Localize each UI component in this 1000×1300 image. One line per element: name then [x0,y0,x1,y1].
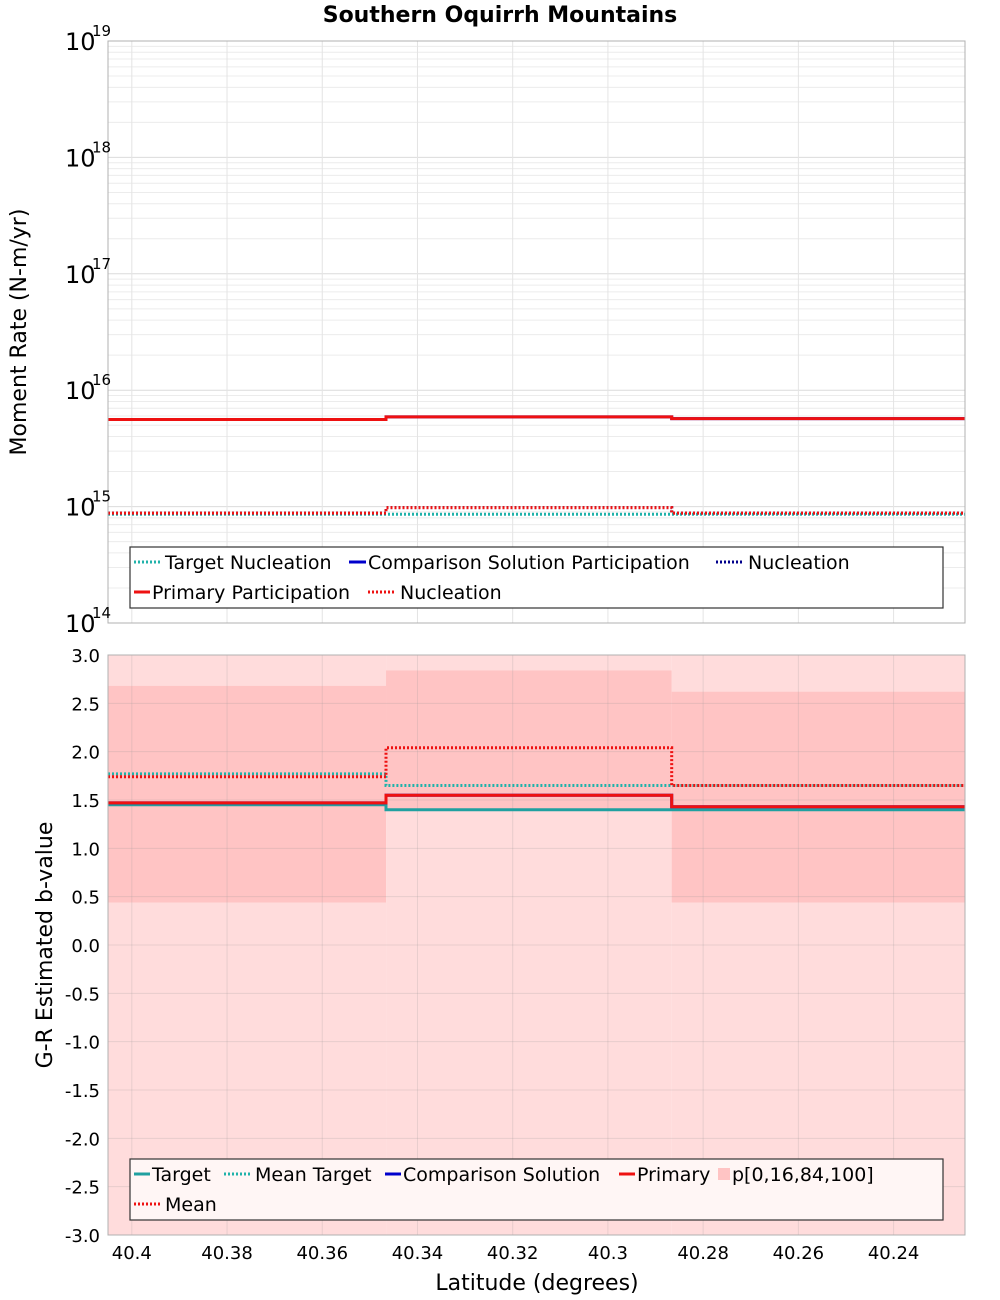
top-y-tick-base: 10 [65,144,96,172]
bottom-y-tick-label: 2.0 [71,743,100,764]
bottom-y-axis-label: G-R Estimated b-value [33,822,58,1069]
top-y-tick-exponent: 17 [92,255,111,273]
x-tick-label: 40.34 [392,1243,444,1264]
top-series-primary-participation-3 [108,415,965,421]
top-y-tick-base: 10 [65,494,96,522]
band-p16-p84 [108,685,387,903]
percentile-bands [108,655,965,1235]
chart-title: Southern Oquirrh Mountains [323,3,678,28]
x-tick-label: 40.24 [868,1243,920,1264]
x-ticks: 40.4 40.38 40.36 40.34 40.32 40.3 40.28 40.26 40… [112,1243,920,1264]
x-tick-label: 40.36 [296,1243,348,1264]
legend-label-mean-target: Mean Target [255,1164,372,1186]
top-series-group [108,415,965,516]
bottom-legend: Target Mean Target Comparison Solution P… [129,1158,944,1221]
bottom-y-tick-label: -2.0 [65,1129,100,1150]
top-y-axis-label: Moment Rate (N-m/yr) [7,209,32,456]
x-tick-label: 40.32 [487,1243,539,1264]
bottom-y-tick-label: -2.5 [65,1178,100,1199]
bottom-y-tick-label: -1.5 [65,1081,100,1102]
x-tick-label: 40.28 [677,1243,729,1264]
x-tick-label: 40.4 [112,1243,152,1264]
bottom-y-tick-label: -1.0 [65,1033,100,1054]
x-tick-label: 40.38 [201,1243,253,1264]
bottom-series-mean-4 [108,746,965,787]
top-plot-background [108,41,965,623]
band-p16-p84 [671,691,965,903]
legend-swatch-percentiles [718,1168,730,1180]
x-axis-label: Latitude (degrees) [435,1271,638,1296]
top-plot-frame [107,40,966,624]
top-y-tick-base: 10 [65,261,96,289]
legend-label-comparison-nucleation: Nucleation [748,552,850,574]
bottom-y-tick-label: -3.0 [65,1226,100,1247]
b-value-panel: 3.0 2.5 2.0 1.5 1.0 0.5 0.0 -0.5 -1.0 -1.5 -2.0 -2.… [33,646,966,1296]
bottom-y-tick-label: 1.5 [71,791,100,812]
top-legend: Target Nucleation Comparison Solution Pa… [129,546,944,609]
bottom-series-primary-3 [108,793,965,809]
top-y-tick-base: 10 [65,377,96,405]
bottom-y-tick-label: 2.5 [71,694,100,715]
legend-label-comparison-participation: Comparison Solution Participation [368,552,690,574]
bottom-y-ticks: 3.0 2.5 2.0 1.5 1.0 0.5 0.0 -0.5 -1.0 -1.5 -2.0 -2.… [65,646,100,1247]
legend-label-primary-nucleation: Nucleation [400,582,502,604]
legend-label-mean: Mean [165,1194,217,1216]
bottom-y-tick-label: 1.0 [71,839,100,860]
legend-label-primary-participation: Primary Participation [152,582,350,604]
legend-label-primary: Primary [637,1164,710,1186]
legend-label-comparison-solution: Comparison Solution [403,1164,600,1186]
bottom-legend-box [129,1158,944,1221]
x-tick-label: 40.26 [773,1243,825,1264]
top-y-tick-exponent: 15 [92,488,111,506]
bottom-series-group [108,746,965,812]
top-legend-box [129,546,944,609]
legend-label-percentiles: p[0,16,84,100] [732,1164,874,1186]
bottom-y-tick-label: 0.5 [71,888,100,909]
top-gridlines [108,41,965,624]
band-p16-p84 [386,670,672,810]
bottom-y-tick-label: -0.5 [65,984,100,1005]
bottom-y-tick-label: 0.0 [71,936,100,957]
top-y-tick-exponent: 18 [92,138,111,156]
legend-label-target: Target [151,1164,211,1186]
top-y-tick-base: 10 [65,28,96,56]
top-y-tick-base: 10 [65,610,96,638]
x-tick-label: 40.3 [588,1243,628,1264]
top-y-tick-exponent: 19 [92,22,111,40]
bottom-y-tick-label: 3.0 [71,646,100,667]
bottom-series-target-0 [108,803,965,812]
bottom-plot-frame [107,654,966,1236]
top-y-tick-exponent: 16 [92,371,111,389]
top-y-tick-exponent: 14 [92,604,111,622]
legend-label-target-nucleation: Target Nucleation [164,552,332,574]
